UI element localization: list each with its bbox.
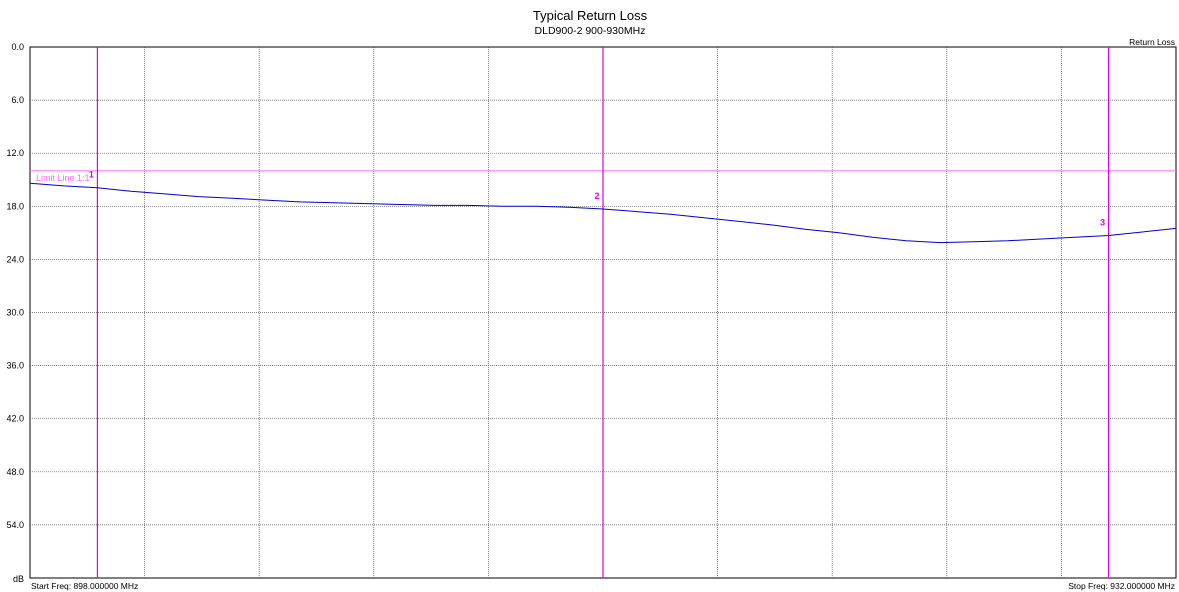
y-unit-label: dB	[13, 574, 24, 584]
trace-label: Return Loss	[1129, 37, 1175, 47]
y-tick-label: 6.0	[11, 95, 24, 105]
y-tick-label: 42.0	[6, 414, 24, 424]
y-tick-label: 0.0	[11, 42, 24, 52]
chart-subtitle: DLD900-2 900-930MHz	[535, 25, 646, 37]
y-tick-label: 48.0	[6, 467, 24, 477]
y-tick-label: 36.0	[6, 361, 24, 371]
limit-line-label: Limit Line 1:1	[36, 173, 90, 183]
chart-title: Typical Return Loss	[533, 8, 648, 23]
marker-label: 2	[594, 191, 599, 201]
marker-label: 3	[1100, 218, 1105, 228]
return-loss-trace	[29, 182, 1177, 244]
marker-group: 1 2 3	[89, 47, 1110, 578]
y-tick-label: 30.0	[6, 308, 24, 318]
trace-group	[29, 182, 1177, 244]
y-tick-label: 12.0	[6, 148, 24, 158]
stop-freq-label: Stop Freq: 932.000000 MHz	[1068, 581, 1175, 591]
y-tick-label: 54.0	[6, 520, 24, 530]
y-tick-label: 24.0	[6, 254, 24, 264]
start-freq-label: Start Freq: 898.000000 MHz	[31, 581, 138, 591]
marker-label: 1	[89, 170, 94, 180]
y-tick-label: 18.0	[6, 201, 24, 211]
y-axis-ticks: 0.0 6.0 12.0 18.0 24.0 30.0 36.0 42.0 48.0 54.0	[6, 42, 24, 530]
